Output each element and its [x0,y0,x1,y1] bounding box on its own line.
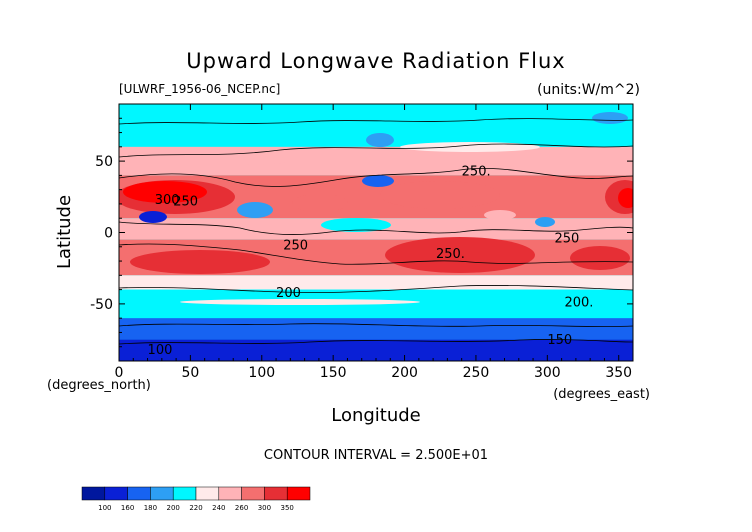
colorbar-swatch-4 [172,486,197,501]
units-label: (units:W/m^2) [537,82,640,98]
colorbar-level-350: 350 [281,504,294,512]
contour-label-8: 150 [547,333,572,348]
colorbar-level-240: 240 [212,504,225,512]
y-tick-label--50: -50 [90,297,113,313]
colorbar-swatch-3 [150,486,174,501]
y-tick-label-0: 0 [104,226,113,242]
lat-band-7 [119,318,633,340]
x-tick-label-350: 350 [605,365,632,381]
colorbar-level-180: 180 [144,504,157,512]
x-tick-label-250: 250 [463,365,490,381]
y-tick-label-50: 50 [95,154,113,170]
contour-features [119,112,633,315]
chart-title: Upward Longwave Radiation Flux [186,49,565,73]
contour-label-6: 200 [276,286,301,301]
lat-band-1 [119,146,633,176]
contour-label-9: 100 [148,343,173,358]
lat-band-5 [119,275,633,290]
x-tick-label-200: 200 [391,365,418,381]
y-axis: -50 0 50 [90,117,633,348]
file-label: [ULWRF_1956-06_NCEP.nc] [119,82,280,96]
contour-label-2: 250. [462,164,491,179]
contour-label-0: 300 [155,193,180,208]
contour-interval-label: CONTOUR INTERVAL = 2.500E+01 [264,448,488,463]
contour-label-5: 250 [554,231,579,246]
contour-label-7: 200. [564,296,593,311]
x-tick-label-0: 0 [115,365,124,381]
colorbar-level-200: 200 [167,504,180,512]
colorbar-swatch-9 [286,486,311,501]
colorbar-swatch-5 [195,486,220,501]
colorbar-swatch-7 [241,486,265,501]
x-tick-label-300: 300 [534,365,561,381]
x-axis: 0 50 100 150 200 250 300 350 [115,104,632,381]
colorbar-level-300: 300 [258,504,271,512]
contour-label-3: 250 [283,239,308,254]
y-axis-title: Latitude [54,195,75,269]
colorbar-level-260: 260 [235,504,248,512]
x-axis-title: Longitude [331,405,421,426]
contour-label-4: 250. [436,247,465,262]
contour-label-1: 250 [173,194,198,209]
x-tick-label-100: 100 [248,365,275,381]
colorbar-swatch-1 [104,486,128,501]
colorbar-swatch-0 [81,486,106,501]
colorbar-swatch-6 [218,486,242,501]
colorbar-swatch-2 [127,486,151,501]
x-unit-label: (degrees_east) [553,387,650,402]
y-unit-label: (degrees_north) [47,378,151,393]
x-tick-label-150: 150 [320,365,347,381]
colorbar-level-160: 160 [121,504,134,512]
contour-lines [119,118,633,345]
colorbar-level-100: 100 [98,504,111,512]
lat-band-8 [119,339,633,361]
x-tick-label-50: 50 [181,365,199,381]
colorbar: 100 160 180 200 220 240 260 300 350 [81,486,311,512]
colorbar-swatch-8 [264,486,288,501]
colorbar-level-220: 220 [189,504,202,512]
